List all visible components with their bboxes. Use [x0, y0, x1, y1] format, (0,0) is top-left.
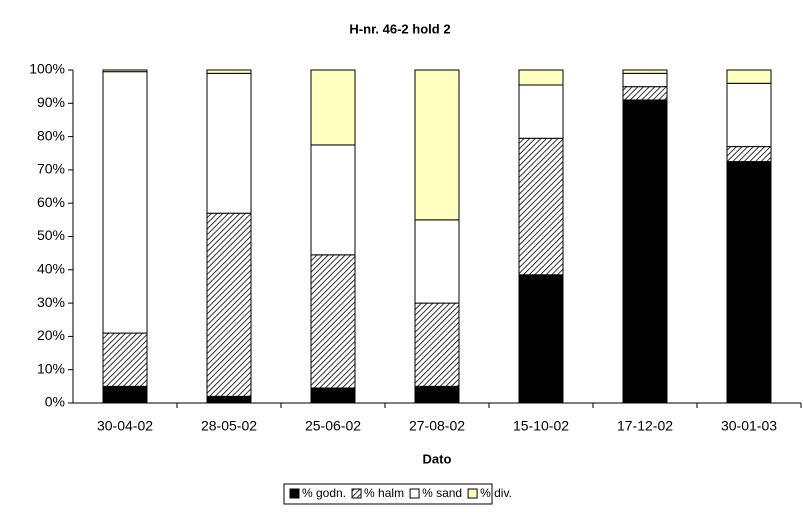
bar-segment [622, 69, 668, 74]
bar-segment [310, 387, 356, 404]
y-tick-label: 100% [29, 61, 65, 77]
legend-box [283, 483, 493, 505]
x-tick-label: 17-12-02 [617, 418, 673, 434]
bar-segment [102, 385, 148, 404]
bar-segment [206, 395, 252, 404]
bar-segment [206, 212, 252, 397]
y-tick-label: 20% [37, 327, 65, 343]
y-tick-label: 80% [37, 127, 65, 143]
x-tick-label: 30-01-03 [721, 418, 777, 434]
legend-swatch [467, 488, 478, 499]
bar-segment [414, 219, 460, 304]
y-tick-label: 90% [37, 94, 65, 110]
bar-segment [414, 302, 460, 387]
bar-segment [518, 69, 564, 86]
bar-segment [310, 254, 356, 389]
bar-segment [622, 86, 668, 101]
bar-segment [622, 99, 668, 404]
legend-swatch [351, 488, 362, 499]
y-tick-label: 30% [37, 294, 65, 310]
bar-segment [414, 69, 460, 221]
bar-segment [310, 144, 356, 256]
x-tick-label: 25-06-02 [305, 418, 361, 434]
x-tick-label: 28-05-02 [201, 418, 257, 434]
bar-segment [206, 69, 252, 74]
bar-segment [726, 146, 772, 163]
bar-segment [622, 72, 668, 88]
legend-swatch [409, 488, 420, 499]
legend-label: % div. [480, 486, 512, 500]
bar-segment [518, 274, 564, 404]
bar-segment [310, 69, 356, 146]
bar-segment [414, 385, 460, 404]
y-tick-label: 0% [45, 394, 65, 410]
legend-label: % sand [422, 486, 462, 500]
legend-label: % halm [364, 486, 404, 500]
x-tick-label: 15-10-02 [513, 418, 569, 434]
bar-segment [102, 69, 148, 73]
y-tick-label: 70% [37, 161, 65, 177]
bar-segment [518, 84, 564, 139]
bar-segment [102, 71, 148, 334]
legend-label: % godn. [302, 486, 346, 500]
bar-segment [206, 72, 252, 214]
bar-segment [518, 137, 564, 276]
y-tick-label: 60% [37, 194, 65, 210]
bar-segment [102, 332, 148, 387]
y-tick-label: 10% [37, 360, 65, 376]
legend-swatch [289, 488, 300, 499]
bar-segment [726, 82, 772, 148]
chart-title: H-nr. 46-2 hold 2 [349, 21, 450, 36]
x-axis-title: Dato [423, 451, 452, 466]
x-tick-label: 30-04-02 [97, 418, 153, 434]
y-tick-label: 50% [37, 227, 65, 243]
bar-segment [726, 161, 772, 404]
bar-segment [726, 69, 772, 84]
x-tick-label: 27-08-02 [409, 418, 465, 434]
y-tick-label: 40% [37, 261, 65, 277]
